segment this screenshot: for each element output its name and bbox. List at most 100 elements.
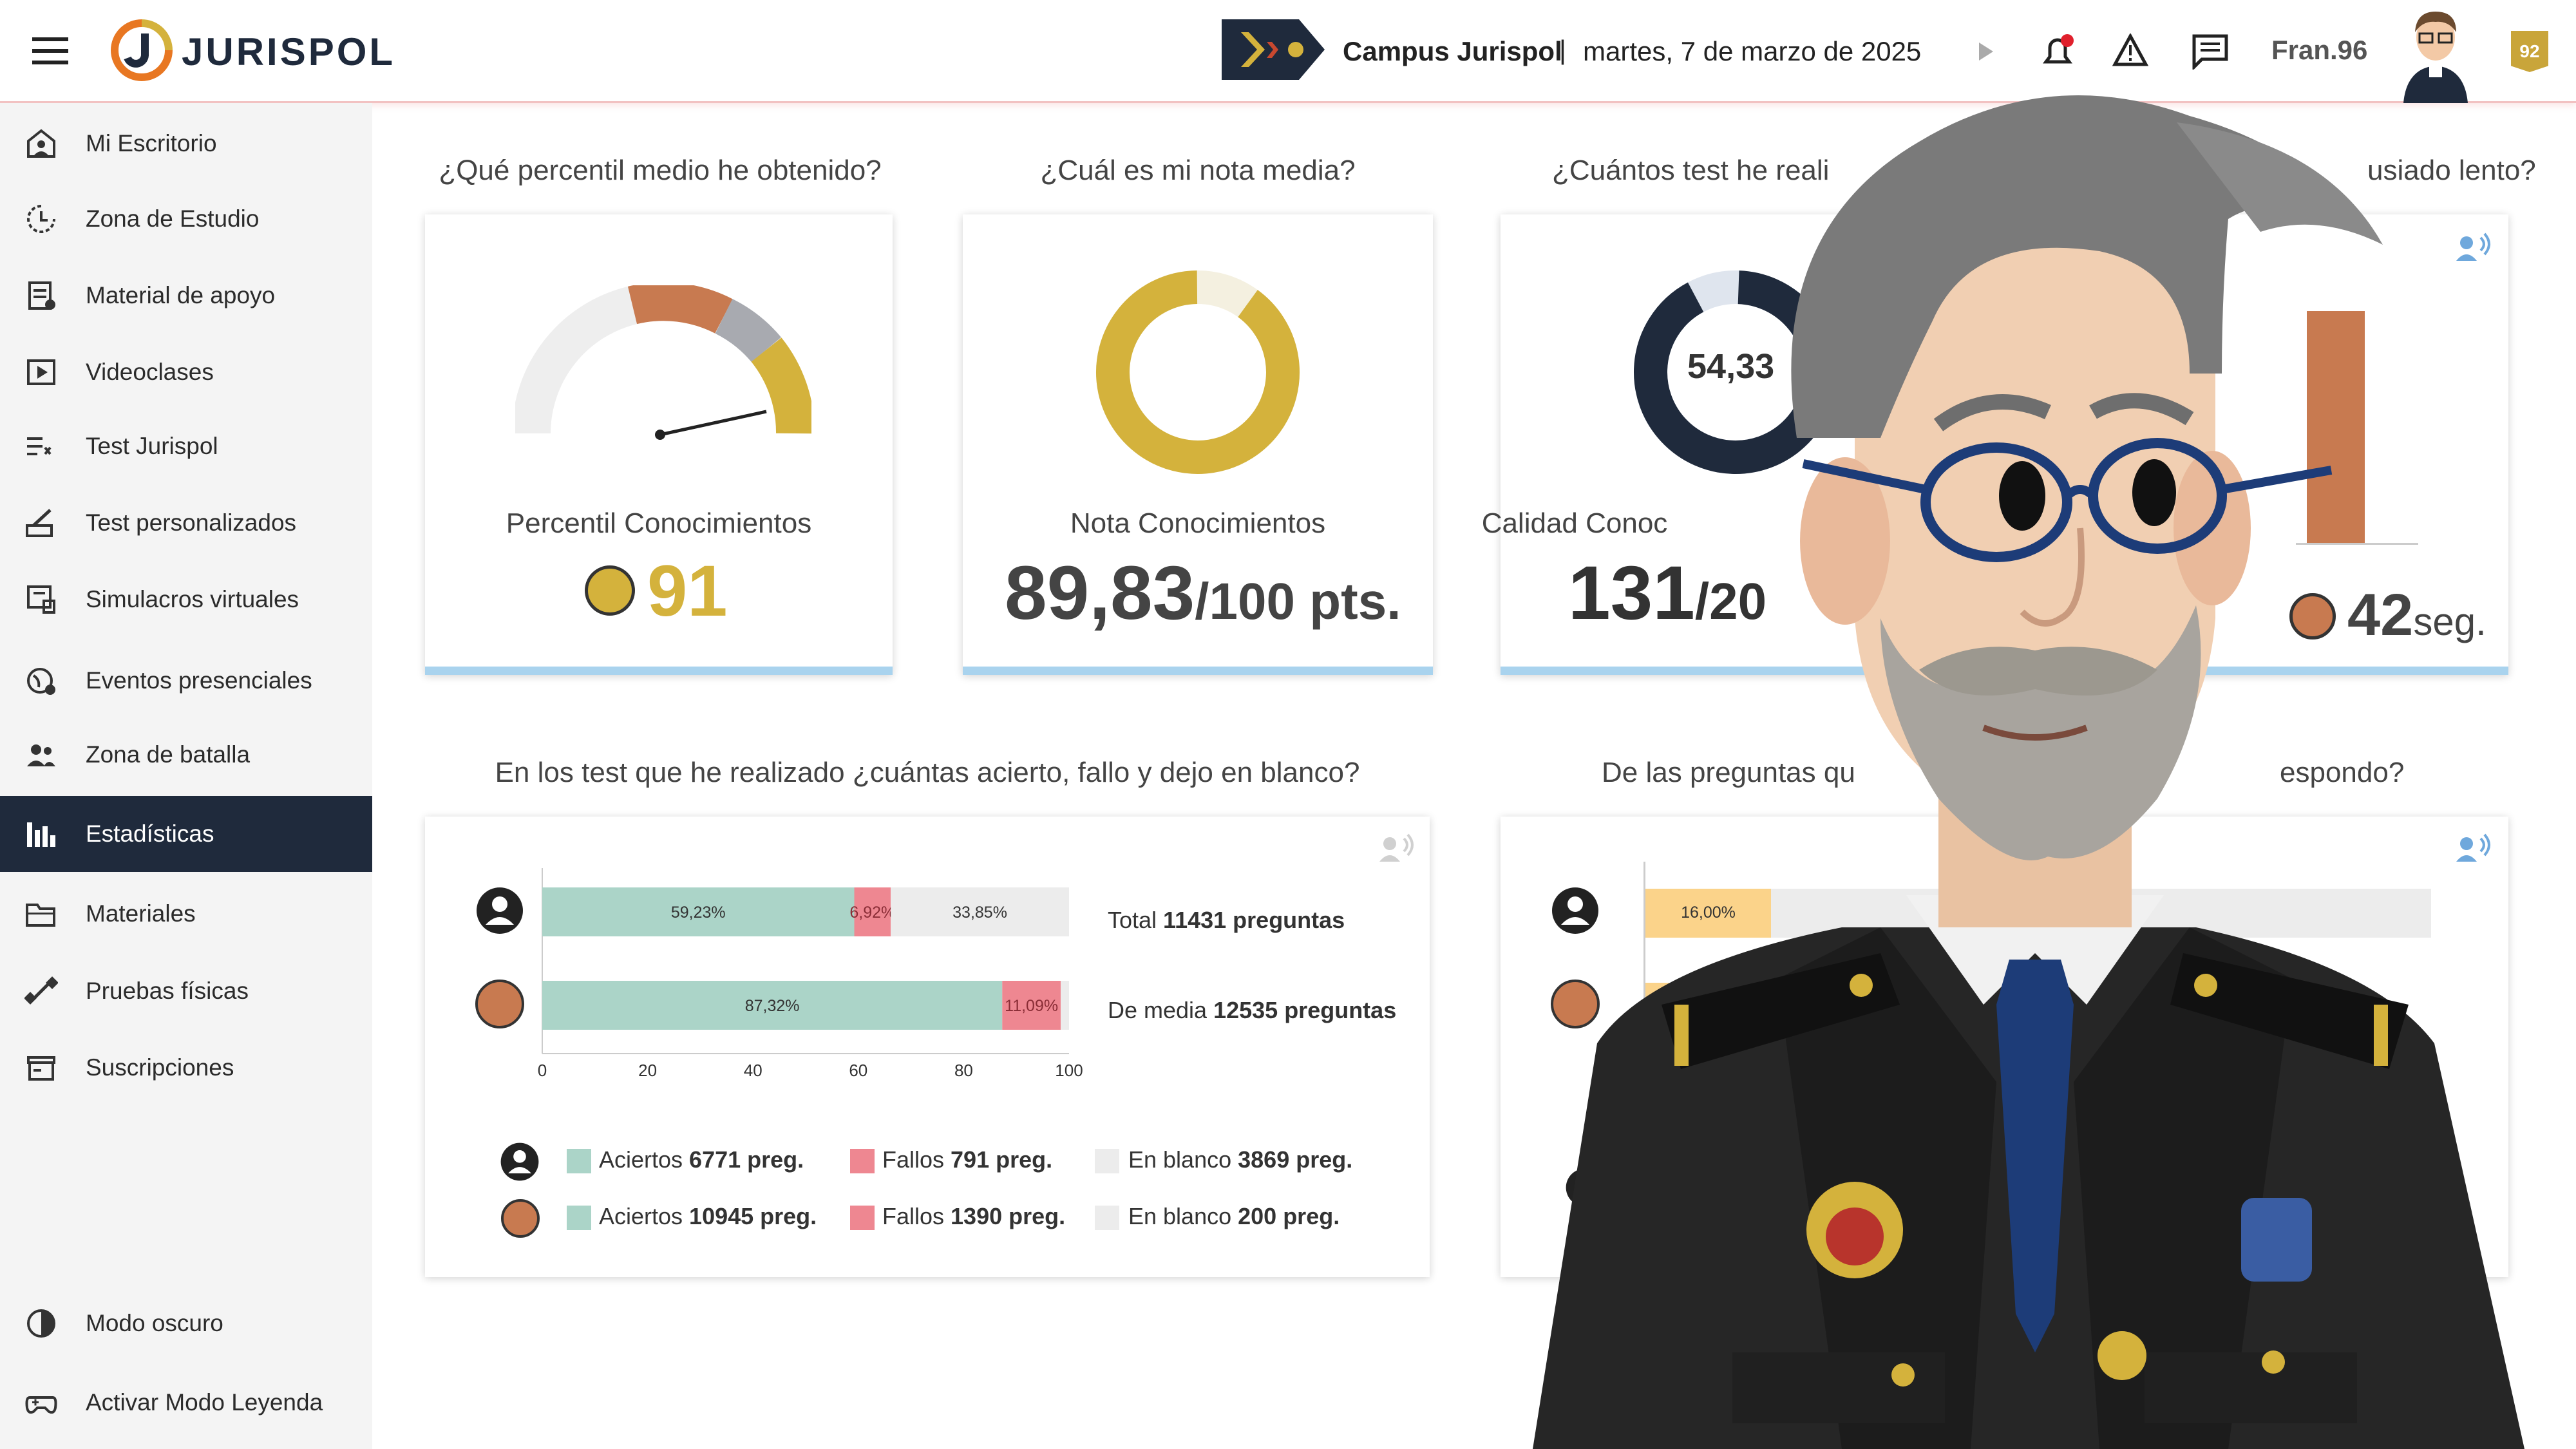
dumbbell-icon (24, 976, 58, 1005)
bronze-medal-icon (2289, 593, 2336, 639)
right-user-avatar-icon (1552, 887, 1598, 934)
sidebar-item-mi-escritorio[interactable]: Mi Escritorio (0, 106, 372, 182)
calidad-score: 131 (1568, 551, 1695, 636)
avatar[interactable] (2397, 6, 2474, 103)
notification-bell-icon[interactable] (2038, 32, 2077, 71)
gauge-pivot (655, 430, 665, 440)
sidebar-item-estadisticas[interactable]: Estadísticas (0, 796, 372, 872)
top-bar: JURISPOL Campus Jurispol | martes, 7 de … (0, 0, 2576, 103)
calidad-donut-center: 54,33 (1687, 347, 1775, 386)
globe-pin-icon (27, 668, 55, 695)
bar-aciertos-0 (542, 887, 855, 936)
header-separator: | (1559, 35, 1566, 65)
sidebar-item-zona-de-batalla[interactable]: Zona de batalla (0, 717, 372, 793)
legend-avg-fallos-swatch (850, 1206, 875, 1230)
sidebar-item-materiales[interactable]: Materiales (0, 876, 372, 952)
level-badge (2511, 31, 2548, 72)
percentile-value: 91 (647, 551, 728, 631)
gold-medal-icon (585, 565, 635, 616)
sidebar-item-suscripciones[interactable]: Suscripciones (0, 1030, 372, 1106)
sidebar-item-simulacros-virtuales[interactable]: Simulacros virtuales (0, 562, 372, 638)
time-unit: seg. (2413, 600, 2486, 643)
time-number: 42 (2347, 582, 2414, 648)
bar-en-blanco-0 (891, 887, 1069, 936)
bar-label-aciertos-0: 59,23% (671, 904, 726, 922)
legend-avg-aciertos: Aciertos 10945 preg. (599, 1203, 817, 1229)
results-chart-card: 59,23% 6,92% 33,85% 87,32% 11,09% 0 20 40 60 80 1… (425, 817, 1430, 1277)
right-bar-label: 16,00% (1681, 904, 1736, 922)
nota-card: Nota Conocimientos 89,83/100 pts. (963, 214, 1433, 675)
percentile-gauge (515, 285, 811, 440)
sidebar-item-test-jurispol[interactable]: Test Jurispol (0, 408, 372, 484)
sidebar-item-modo-oscuro[interactable]: Modo oscuro (0, 1285, 372, 1361)
home-user-icon (27, 129, 55, 158)
legend-aciertos-swatch (567, 1149, 591, 1173)
username[interactable]: Fran.96 (2271, 35, 2368, 65)
jurispol-logo-icon[interactable] (106, 15, 177, 86)
question-percentile: ¿Qué percentil medio he obtenido? (439, 155, 882, 186)
percentile-card: Percentil Conocimientos 91 (425, 214, 893, 675)
legend-user-blanco: En blanco 3869 preg. (1128, 1146, 1353, 1173)
sidebar-item-pruebas-fisicas[interactable]: Pruebas físicas (0, 953, 372, 1029)
sidebar-item-zona-de-estudio[interactable]: Zona de Estudio (0, 181, 372, 257)
campus-badge-icon (1222, 19, 1325, 80)
question-respondo-left: De las preguntas qu (1602, 757, 1855, 788)
play-small-icon[interactable] (1979, 43, 1993, 61)
bar-label-fallos-0: 6,92% (849, 904, 895, 922)
header-date: martes, 7 de marzo de 2025 (1583, 36, 1922, 66)
bar-fallos-0 (854, 887, 891, 936)
gauge-segment-silver (715, 299, 781, 363)
average-medal-icon (475, 980, 524, 1028)
nota-donut (1096, 270, 1300, 474)
sidebar-item-videoclases[interactable]: Videoclases (0, 334, 372, 410)
x-tick-label: 0 (538, 1061, 547, 1080)
nota-value: 89,83/100 pts. (1005, 549, 1401, 637)
listen-audio-icon[interactable] (2454, 232, 2492, 265)
store-icon (27, 1056, 55, 1081)
bar-label-en-blanco-0: 33,85% (952, 904, 1007, 922)
x-tick-label: 40 (744, 1061, 762, 1080)
average-questions-text: De media 12535 preguntas (1108, 997, 1397, 1023)
custom-test-icon (26, 509, 53, 537)
virtual-sim-icon (27, 585, 55, 614)
hamburger-menu-icon[interactable] (32, 37, 68, 64)
contrast-icon (27, 1309, 55, 1338)
logo-text: JURISPOL (182, 30, 396, 73)
legend-average-medal-icon (501, 1199, 540, 1238)
nota-suffix: /100 pts. (1195, 573, 1401, 630)
legend-avg-blanco-swatch (1095, 1206, 1119, 1230)
bar-en-blanco-1 (1060, 981, 1069, 1030)
sidebar-item-test-personalizados[interactable]: Test personalizados (0, 485, 372, 561)
legend-blanco-swatch (1095, 1149, 1119, 1173)
total-questions-text: Total 11431 preguntas (1108, 907, 1345, 933)
calidad-suffix: /20 (1694, 573, 1767, 630)
gauge-segment-gold (751, 337, 811, 434)
question-tests-count: ¿Cuántos test he reali (1552, 155, 1830, 186)
legend-avg-fallos: Fallos 1390 preg. (882, 1203, 1066, 1229)
gamepad-icon (25, 1396, 57, 1414)
listen-audio-icon-blue[interactable] (2454, 833, 2492, 866)
sidebar-item-modo-leyenda[interactable]: Activar Modo Leyenda (0, 1365, 372, 1441)
question-slow: usiado lento? (2367, 155, 2536, 186)
time-bar (2307, 311, 2365, 543)
time-bar-axis (2296, 543, 2418, 545)
time-value: 42seg. (2347, 582, 2486, 649)
legend-user-fallos: Fallos 791 preg. (882, 1146, 1053, 1173)
warning-icon[interactable] (2112, 33, 2148, 67)
bar-fallos-1 (1002, 981, 1061, 1030)
question-nota-media: ¿Cuál es mi nota media? (1040, 155, 1356, 186)
sidebar-item-material-de-apoyo[interactable]: Material de apoyo (0, 258, 372, 334)
x-tick-label: 20 (638, 1061, 657, 1080)
folder-icon (26, 904, 55, 927)
right-chart-axis (1643, 862, 1645, 1055)
chat-message-icon[interactable] (2192, 33, 2229, 70)
gauge-needle (659, 410, 767, 437)
video-play-icon (27, 359, 55, 385)
legend-user-aciertos: Aciertos 6771 preg. (599, 1146, 804, 1173)
question-aciertos-fallos: En los test que he realizado ¿cuántas ac… (495, 757, 1360, 788)
gauge-segment-grey (515, 286, 638, 434)
sidebar-item-eventos-presenciales[interactable]: Eventos presenciales (0, 643, 372, 719)
listen-audio-icon-grey[interactable] (1377, 833, 1416, 866)
calidad-label: Calidad Conoc (1481, 507, 1668, 539)
x-tick-label: 100 (1055, 1061, 1083, 1080)
